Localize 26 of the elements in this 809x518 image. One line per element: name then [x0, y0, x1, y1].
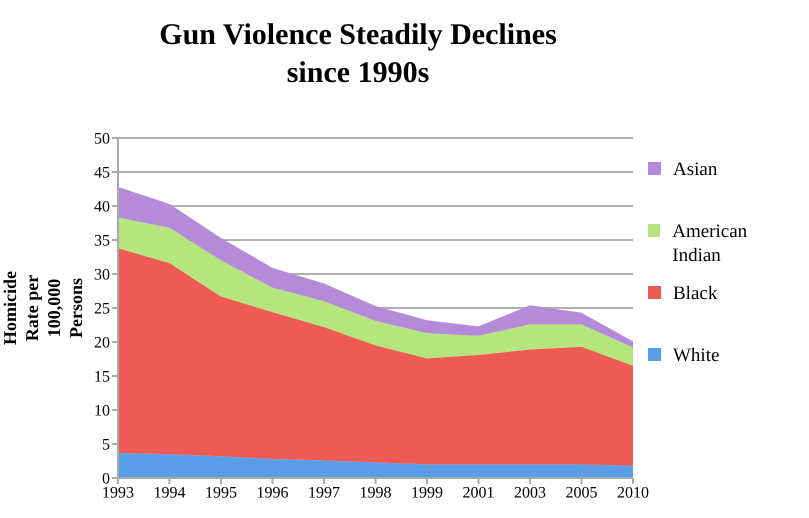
x-tick-label: 2005	[566, 484, 598, 502]
y-tick-label: 40	[94, 198, 110, 216]
x-tick-label: 1998	[360, 484, 392, 502]
y-tick-label: 50	[94, 130, 110, 148]
y-tick-label: 45	[94, 164, 110, 182]
y-tick-label: 30	[94, 266, 110, 284]
x-tick-label: 1994	[154, 484, 186, 502]
x-tick-label: 1997	[308, 484, 340, 502]
legend-label: Asian	[673, 158, 718, 182]
y-tick-label: 10	[94, 402, 110, 420]
y-tick-label: 5	[102, 436, 110, 454]
x-tick-label: 1996	[256, 484, 288, 502]
x-tick-label: 2001	[462, 484, 494, 502]
y-tick-label: 15	[94, 368, 110, 386]
legend-label: Black	[673, 282, 718, 306]
y-tick-label: 20	[94, 334, 110, 352]
legend-label: White	[673, 344, 720, 368]
x-tick-label: 1995	[205, 484, 237, 502]
y-tick-label: 25	[94, 300, 110, 318]
chart-title: Gun Violence Steadily Declines since 1990s	[158, 17, 558, 91]
x-tick-label: 2010	[617, 484, 649, 502]
x-tick-label: 1999	[411, 484, 443, 502]
y-tick-label: 35	[94, 232, 110, 250]
x-tick-label: 2003	[514, 484, 546, 502]
y-axis-title: Homicide Rate per 100,000 Persons	[0, 271, 87, 345]
legend-label: American Indian	[672, 220, 748, 268]
